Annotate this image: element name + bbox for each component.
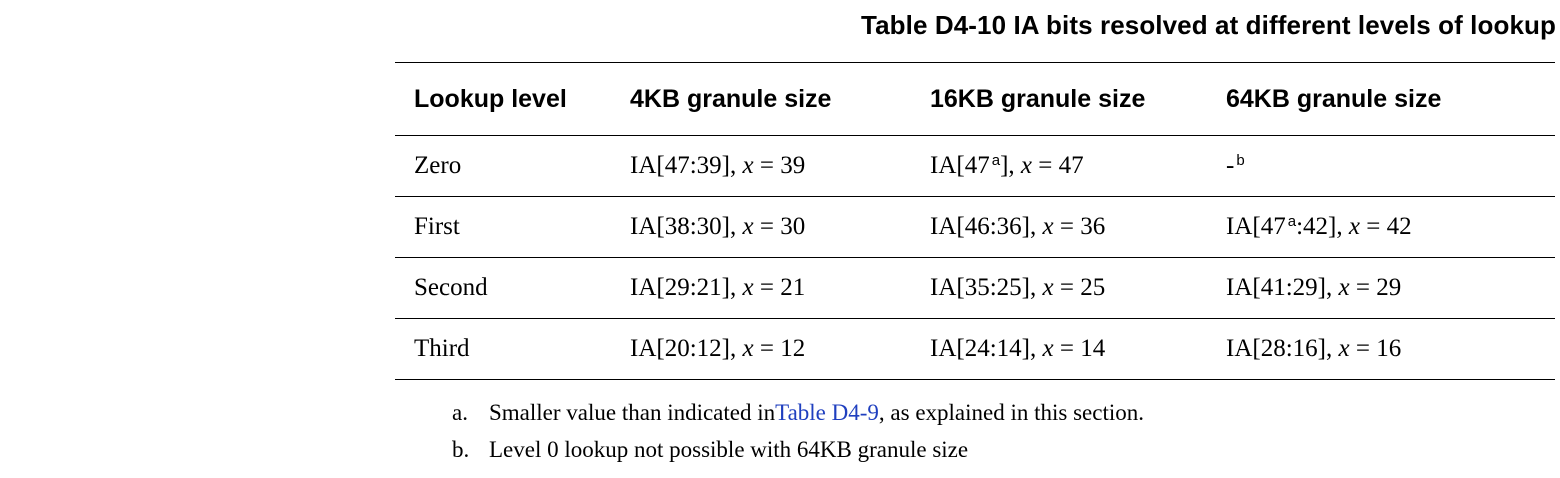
- header-16kb-granule: 16KB granule size: [930, 84, 1146, 113]
- header-64kb-granule: 64KB granule size: [1226, 84, 1442, 113]
- table-container: Lookup level 4KB granule size 16KB granu…: [395, 62, 1555, 380]
- footnote-a: a. Smaller value than indicated in ​Tabl…: [452, 394, 1144, 431]
- cell-lookup-level: Third: [414, 335, 470, 362]
- table-d4-9-link[interactable]: Table D4-9: [775, 399, 879, 425]
- footnote-b: b. Level 0 lookup not possible with 64KB…: [452, 431, 1144, 468]
- table-row: Second IA[29:21], x = 21 IA[35:25], x = …: [395, 258, 1555, 319]
- cell-16kb: IA[24:14], x = 14: [930, 335, 1106, 362]
- cell-64kb: -b: [1226, 152, 1245, 179]
- footnote-a-text-pre: Smaller value than indicated in: [489, 399, 776, 425]
- footnote-a-text-post: , as explained in this section.: [878, 399, 1145, 425]
- table-row: Third IA[20:12], x = 12 IA[24:14], x = 1…: [395, 319, 1555, 380]
- header-4kb-granule: 4KB granule size: [630, 84, 832, 113]
- footnote-a-marker: a.: [452, 399, 468, 425]
- cell-lookup-level: Second: [414, 274, 488, 301]
- table-caption: Table D4-10 IA bits resolved at differen…: [861, 10, 1556, 40]
- cell-64kb: IA[41:29], x = 29: [1226, 274, 1402, 301]
- cell-lookup-level: First: [414, 213, 460, 240]
- header-lookup-level: Lookup level: [414, 84, 567, 113]
- footnote-marker-a: a: [991, 152, 1001, 169]
- table-footnotes: a. Smaller value than indicated in ​Tabl…: [452, 394, 1144, 468]
- footnote-marker-a: a: [1287, 213, 1297, 230]
- cell-lookup-level: Zero: [414, 152, 462, 179]
- cell-4kb: IA[29:21], x = 21: [630, 274, 806, 301]
- table-row: Zero IA[47:39], x = 39 IA[47 a], x = 47 -…: [395, 136, 1555, 197]
- table-header-row: Lookup level 4KB granule size 16KB granu…: [395, 62, 1555, 136]
- footnote-b-text: Level 0 lookup not possible with 64KB gr…: [489, 436, 969, 462]
- table-row: First IA[38:30], x = 30 IA[46:36], x = 3…: [395, 197, 1555, 258]
- cell-4kb: IA[38:30], x = 30: [630, 213, 806, 240]
- cell-16kb: IA[35:25], x = 25: [930, 274, 1106, 301]
- cell-4kb: IA[47:39], x = 39: [630, 152, 806, 179]
- cell-16kb: IA[47 a], x = 47: [930, 152, 1084, 179]
- footnote-b-marker: b.: [452, 436, 470, 462]
- ia-bits-table: Lookup level 4KB granule size 16KB granu…: [395, 62, 1555, 380]
- cell-16kb: IA[46:36], x = 36: [930, 213, 1106, 240]
- cell-4kb: IA[20:12], x = 12: [630, 335, 806, 362]
- footnote-marker-b: b: [1236, 152, 1245, 169]
- cell-64kb: IA[47 a:42], x = 42: [1226, 213, 1412, 240]
- cell-64kb: IA[28:16], x = 16: [1226, 335, 1402, 362]
